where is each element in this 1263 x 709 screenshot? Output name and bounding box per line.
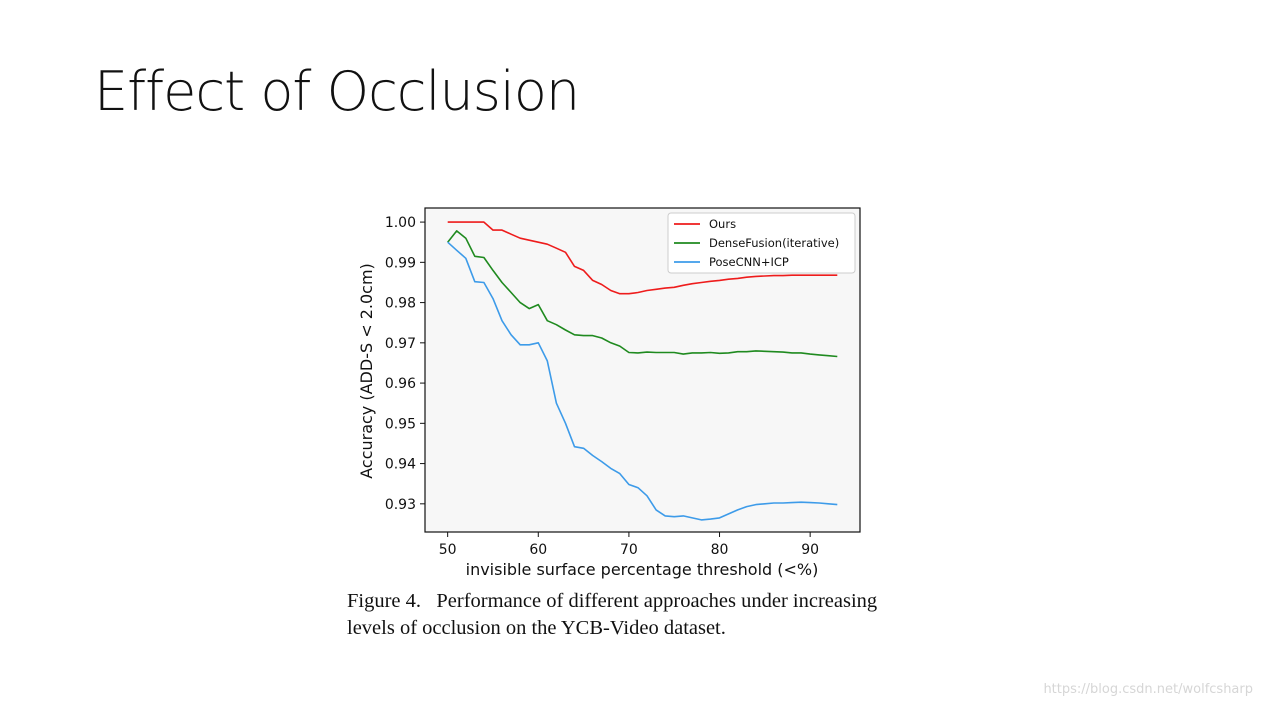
legend: Ours DenseFusion(iterative) PoseCNN+ICP — [667, 212, 856, 274]
legend-label-ours: Ours — [709, 217, 736, 231]
y-tick-label: 1.00 — [385, 215, 416, 231]
slide-title: Effect of Occlusion — [94, 60, 580, 123]
x-tick-label: 60 — [529, 542, 547, 558]
y-tick-label: 0.98 — [385, 296, 416, 312]
x-tick-label: 50 — [439, 542, 457, 558]
x-tick-label: 80 — [711, 542, 729, 558]
series-layer — [447, 221, 838, 521]
caption-line-2: levels of occlusion on the YCB-Video dat… — [347, 617, 726, 639]
legend-label-densefusion-iterative: DenseFusion(iterative) — [709, 236, 839, 250]
y-tick-label: 0.96 — [385, 376, 416, 392]
legend-box — [667, 212, 856, 274]
legend-label-posecnn-icp: PoseCNN+ICP — [709, 255, 789, 269]
watermark: https://blog.csdn.net/wolfcsharp — [1043, 682, 1253, 697]
y-tick-label: 0.93 — [385, 497, 416, 513]
y-tick-label: 0.99 — [385, 255, 416, 271]
figure-caption: Figure 4. Performance of different appro… — [347, 588, 947, 642]
x-tick-label: 70 — [620, 542, 638, 558]
series-line-ours — [447, 221, 838, 295]
series-line-posecnn-icp — [447, 241, 838, 521]
y-tick-label: 0.97 — [385, 336, 416, 352]
y-axis-label: Accuracy (ADD-S < 2.0cm) — [357, 263, 376, 479]
caption-line-1: Figure 4. Performance of different appro… — [347, 590, 878, 612]
series-line-densefusion-iterative — [447, 230, 838, 358]
x-tick-label: 90 — [801, 542, 819, 558]
x-axis-label: invisible surface percentage threshold (… — [466, 560, 819, 579]
y-tick-label: 0.94 — [385, 457, 416, 473]
y-tick-label: 0.95 — [385, 416, 416, 432]
axis-layer: 50 60 70 80 90 0.93 0.94 0.95 0.96 0.97 0.98 0.99 1.… — [385, 215, 819, 558]
